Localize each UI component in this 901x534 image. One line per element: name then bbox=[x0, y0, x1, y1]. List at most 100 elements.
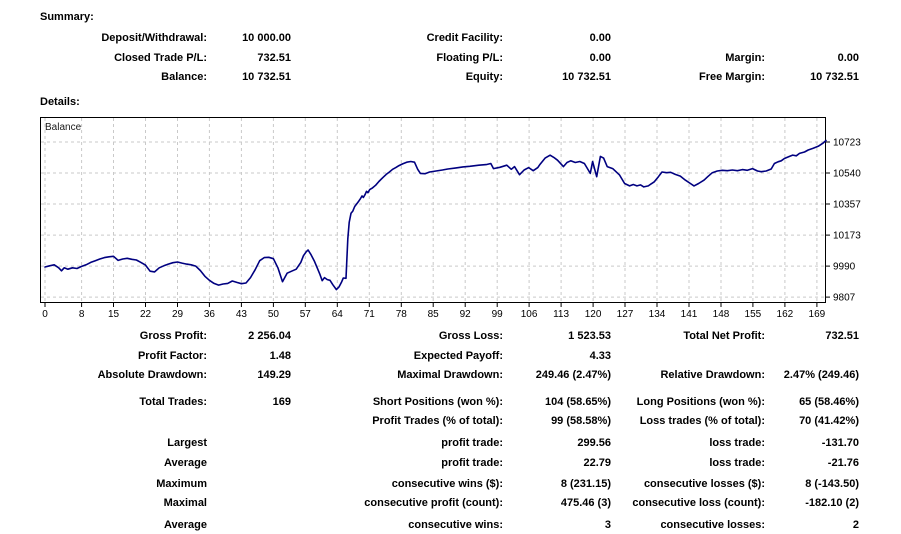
stat-label: Deposit/Withdrawal: bbox=[101, 32, 207, 44]
x-axis-label: 127 bbox=[617, 309, 634, 320]
trades-row: Average consecutive wins: 3 consecutive los… bbox=[0, 515, 901, 534]
x-axis-label: 106 bbox=[521, 309, 538, 320]
stat-value: 70 (41.42%) bbox=[799, 415, 859, 427]
stat-value: 299.56 bbox=[577, 437, 611, 449]
trades-row: Profit Trades (% of total): 99 (58.58%) Lo… bbox=[0, 411, 901, 431]
summary-heading: Summary: bbox=[40, 11, 94, 23]
x-axis-label: 134 bbox=[649, 309, 666, 320]
stat-label: Total Net Profit: bbox=[683, 330, 765, 342]
stat-value: 65 (58.46%) bbox=[799, 396, 859, 408]
y-axis-label: 10540 bbox=[833, 169, 861, 180]
y-axis-label: 10173 bbox=[833, 231, 861, 242]
stat-value: 169 bbox=[272, 396, 291, 408]
stat-label: profit trade: bbox=[441, 437, 503, 449]
stat-value: 0.00 bbox=[837, 52, 859, 64]
stat-label: Balance: bbox=[161, 71, 207, 83]
summary-row: Deposit/Withdrawal: 10 000.00 Credit Facil… bbox=[0, 28, 901, 48]
stat-value: 10 732.51 bbox=[562, 71, 611, 83]
x-axis-label: 120 bbox=[585, 309, 602, 320]
chart-border bbox=[40, 117, 826, 303]
y-axis-label: 10723 bbox=[833, 138, 861, 149]
stat-label: Maximum bbox=[156, 478, 207, 490]
y-axis-label: 9990 bbox=[833, 262, 856, 273]
x-axis-label: 0 bbox=[42, 309, 48, 320]
stat-value: 0.00 bbox=[589, 52, 611, 64]
stat-label: Floating P/L: bbox=[436, 52, 503, 64]
x-axis-label: 36 bbox=[204, 309, 216, 320]
stat-value: 732.51 bbox=[257, 52, 291, 64]
x-axis-label: 64 bbox=[332, 309, 344, 320]
stat-value: 475.46 (3) bbox=[560, 497, 611, 509]
stat-label: Long Positions (won %): bbox=[636, 396, 765, 408]
x-axis-label: 99 bbox=[492, 309, 504, 320]
x-axis-label: 43 bbox=[236, 309, 248, 320]
stat-value: 1 523.53 bbox=[568, 330, 611, 342]
x-axis-label: 57 bbox=[300, 309, 312, 320]
trades-row: Maximum consecutive wins ($): 8 (231.15) co… bbox=[0, 474, 901, 494]
x-axis-label: 113 bbox=[553, 309, 569, 320]
stat-label: Profit Trades (% of total): bbox=[372, 415, 503, 427]
stat-value: 8 (231.15) bbox=[560, 478, 611, 490]
stat-label: Gross Loss: bbox=[438, 330, 503, 342]
balance-chart: 10723 10540 10357 10173 9990 9807 0 8 15 22 29 36 43… bbox=[40, 117, 870, 327]
stat-value: 10 732.51 bbox=[242, 71, 291, 83]
stat-value: -182.10 (2) bbox=[805, 497, 859, 509]
trades-row: Maximal consecutive profit (count): 475.46… bbox=[0, 493, 901, 513]
x-axis-label: 148 bbox=[713, 309, 730, 320]
stat-value: 8 (-143.50) bbox=[805, 478, 859, 490]
stat-value: 99 (58.58%) bbox=[551, 415, 611, 427]
stat-value: -131.70 bbox=[821, 437, 859, 449]
stat-label: Free Margin: bbox=[698, 71, 765, 83]
x-axis-label: 15 bbox=[108, 309, 120, 320]
stat-label: Gross Profit: bbox=[139, 330, 207, 342]
y-axis-label: 9807 bbox=[833, 293, 856, 304]
stat-label: consecutive losses ($): bbox=[643, 478, 765, 490]
stat-label: Short Positions (won %): bbox=[372, 396, 503, 408]
stat-label: Loss trades (% of total): bbox=[639, 415, 765, 427]
stat-value: 4.33 bbox=[589, 350, 611, 362]
stat-value: -21.76 bbox=[827, 457, 859, 469]
stat-label: Total Trades: bbox=[139, 396, 207, 408]
stat-label: consecutive wins: bbox=[408, 519, 503, 531]
trades-row: Total Trades: 169 Short Positions (won %):… bbox=[0, 392, 901, 412]
summary-row: Closed Trade P/L: 732.51 Floating P/L: 0.00… bbox=[0, 48, 901, 68]
x-axis-label: 71 bbox=[364, 309, 376, 320]
x-axis-label: 22 bbox=[140, 309, 152, 320]
x-axis-label: 162 bbox=[777, 309, 794, 320]
stat-label: consecutive profit (count): bbox=[364, 497, 503, 509]
details-heading: Details: bbox=[40, 96, 80, 108]
x-axis-label: 78 bbox=[396, 309, 408, 320]
stat-label: Margin: bbox=[725, 52, 765, 64]
y-axis-label: 10357 bbox=[833, 200, 861, 211]
stat-value: 10 000.00 bbox=[242, 32, 291, 44]
x-axis-label: 29 bbox=[172, 309, 184, 320]
x-axis-label: 141 bbox=[681, 309, 698, 320]
stat-value: 0.00 bbox=[589, 32, 611, 44]
stat-value: 104 (58.65%) bbox=[544, 396, 611, 408]
x-axis-label: 85 bbox=[428, 309, 440, 320]
stat-label: consecutive loss (count): bbox=[632, 497, 765, 509]
stat-label: Credit Facility: bbox=[426, 32, 503, 44]
stat-label: Average bbox=[163, 519, 207, 531]
stat-label: Average bbox=[163, 457, 207, 469]
stat-value: 732.51 bbox=[825, 330, 859, 342]
results-row: Gross Profit: 2 256.04 Gross Loss: 1 523.53… bbox=[0, 326, 901, 346]
stat-label: Profit Factor: bbox=[137, 350, 207, 362]
stat-label: loss trade: bbox=[709, 457, 765, 469]
results-row: Profit Factor: 1.48 Expected Payoff: 4.33 bbox=[0, 346, 901, 366]
stat-value: 149.29 bbox=[257, 369, 291, 381]
stat-value: 2 bbox=[852, 519, 859, 531]
stat-label: Largest bbox=[167, 437, 207, 449]
stat-value: 249.46 (2.47%) bbox=[535, 369, 611, 381]
results-row: Absolute Drawdown: 149.29 Maximal Drawdown… bbox=[0, 365, 901, 385]
balance-line bbox=[44, 139, 827, 291]
x-axis-label: 169 bbox=[809, 309, 826, 320]
stat-value: 22.79 bbox=[583, 457, 611, 469]
stat-label: Equity: bbox=[465, 71, 503, 83]
chart-legend-label: Balance bbox=[45, 122, 82, 133]
stat-label: Maximal bbox=[163, 497, 207, 509]
stat-value: 3 bbox=[604, 519, 611, 531]
trades-row: Largest profit trade: 299.56 loss trade: -13… bbox=[0, 433, 901, 453]
x-axis-label: 8 bbox=[79, 309, 85, 320]
